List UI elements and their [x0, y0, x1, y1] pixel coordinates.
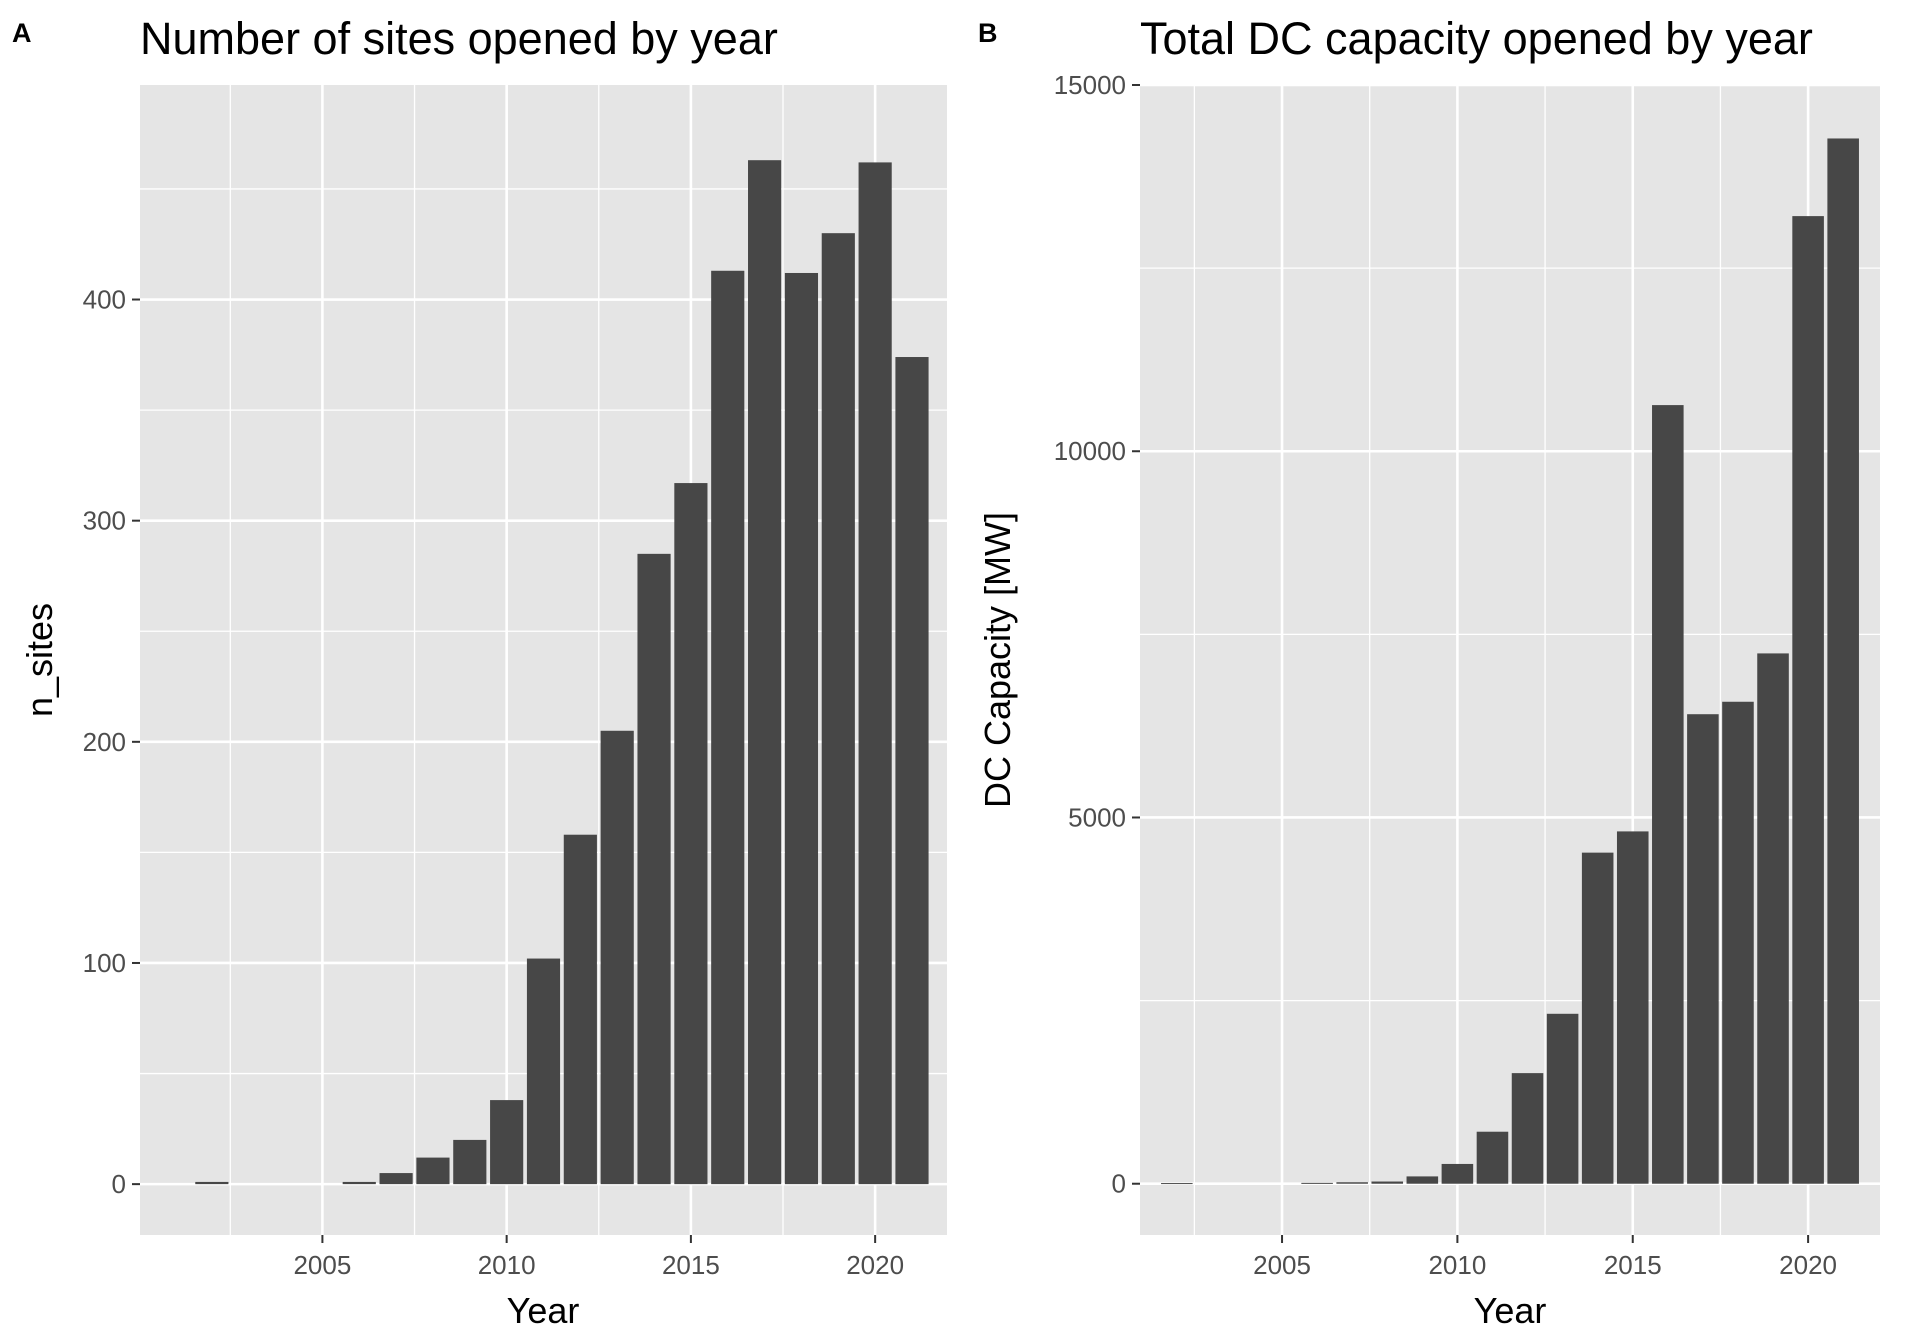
panel-letter-a: A — [12, 18, 32, 48]
y-tick-label: 0 — [1112, 1169, 1126, 1199]
bar-2014 — [1581, 852, 1614, 1184]
bar-2020 — [858, 162, 892, 1185]
y-tick-label: 10000 — [1054, 436, 1126, 466]
bar-2002 — [195, 1181, 229, 1185]
bar-2006 — [1301, 1182, 1333, 1184]
bar-2015 — [674, 483, 708, 1185]
x-axis-ticks-a: 2005 2010 2015 2020 — [293, 1235, 904, 1280]
bar-2019 — [1757, 653, 1789, 1184]
x-axis-ticks-b: 2005 2010 2015 2020 — [1253, 1235, 1837, 1280]
bar-2018 — [1722, 701, 1754, 1184]
y-axis-label-b: DC Capacity [MW] — [977, 512, 1018, 808]
y-tick-label: 300 — [83, 506, 126, 536]
x-tick-label: 2010 — [478, 1250, 536, 1280]
bar-2015 — [1616, 831, 1649, 1184]
bars-a — [195, 160, 929, 1185]
bar-2010 — [490, 1100, 524, 1185]
bar-2016 — [711, 270, 745, 1185]
bar-2017 — [1687, 714, 1719, 1184]
bar-2019 — [821, 233, 855, 1185]
y-tick-label: 200 — [83, 727, 126, 757]
x-tick-label: 2010 — [1428, 1250, 1486, 1280]
x-tick-label: 2020 — [1779, 1250, 1837, 1280]
plot-background-b — [1140, 85, 1880, 1235]
bar-2007 — [379, 1173, 413, 1185]
bar-2017 — [748, 160, 782, 1185]
bar-2010 — [1441, 1163, 1474, 1184]
chart-title-b: Total DC capacity opened by year — [1140, 13, 1813, 64]
bar-2007 — [1336, 1182, 1368, 1184]
y-tick-label: 5000 — [1068, 802, 1126, 832]
bar-2020 — [1792, 216, 1824, 1184]
y-tick-label: 100 — [83, 948, 126, 978]
bar-2013 — [1546, 1013, 1579, 1184]
x-tick-label: 2015 — [1604, 1250, 1662, 1280]
x-tick-label: 2005 — [293, 1250, 351, 1280]
y-axis-ticks-a: 0 100 200 300 400 — [83, 285, 140, 1199]
bar-2009 — [453, 1139, 487, 1185]
chart-title-a: Number of sites opened by year — [140, 13, 778, 64]
panel-letter-b: B — [978, 18, 998, 48]
bar-2008 — [416, 1157, 450, 1185]
bar-2014 — [637, 553, 671, 1185]
bar-2021 — [895, 357, 929, 1185]
bar-2018 — [784, 272, 819, 1185]
y-axis-label-a: n_sites — [19, 603, 60, 717]
x-tick-label: 2005 — [1253, 1250, 1311, 1280]
bar-2008 — [1371, 1181, 1404, 1184]
bar-2021 — [1827, 138, 1859, 1184]
bar-2002 — [1161, 1183, 1193, 1185]
x-tick-label: 2020 — [846, 1250, 904, 1280]
bar-2013 — [600, 730, 634, 1185]
x-tick-label: 2015 — [662, 1250, 720, 1280]
y-tick-label: 400 — [83, 285, 126, 315]
y-axis-ticks-b: 0 5000 10000 15000 — [1054, 70, 1140, 1199]
bars-b — [1161, 138, 1859, 1185]
bar-2009 — [1406, 1176, 1439, 1184]
bar-2016 — [1652, 405, 1684, 1184]
panel-a: A Number of sites opened by year 0 100 200… — [12, 13, 947, 1331]
bar-2011 — [526, 958, 561, 1185]
y-tick-label: 0 — [112, 1169, 126, 1199]
bar-2006 — [342, 1181, 376, 1185]
bar-2011 — [1476, 1131, 1509, 1184]
y-tick-label: 15000 — [1054, 70, 1126, 100]
panel-b: B Total DC capacity opened by year 0 5000… — [977, 13, 1880, 1331]
bar-2012 — [1511, 1073, 1544, 1184]
x-axis-label-b: Year — [1474, 1290, 1547, 1331]
bar-2012 — [563, 834, 597, 1185]
x-axis-label-a: Year — [507, 1290, 580, 1331]
